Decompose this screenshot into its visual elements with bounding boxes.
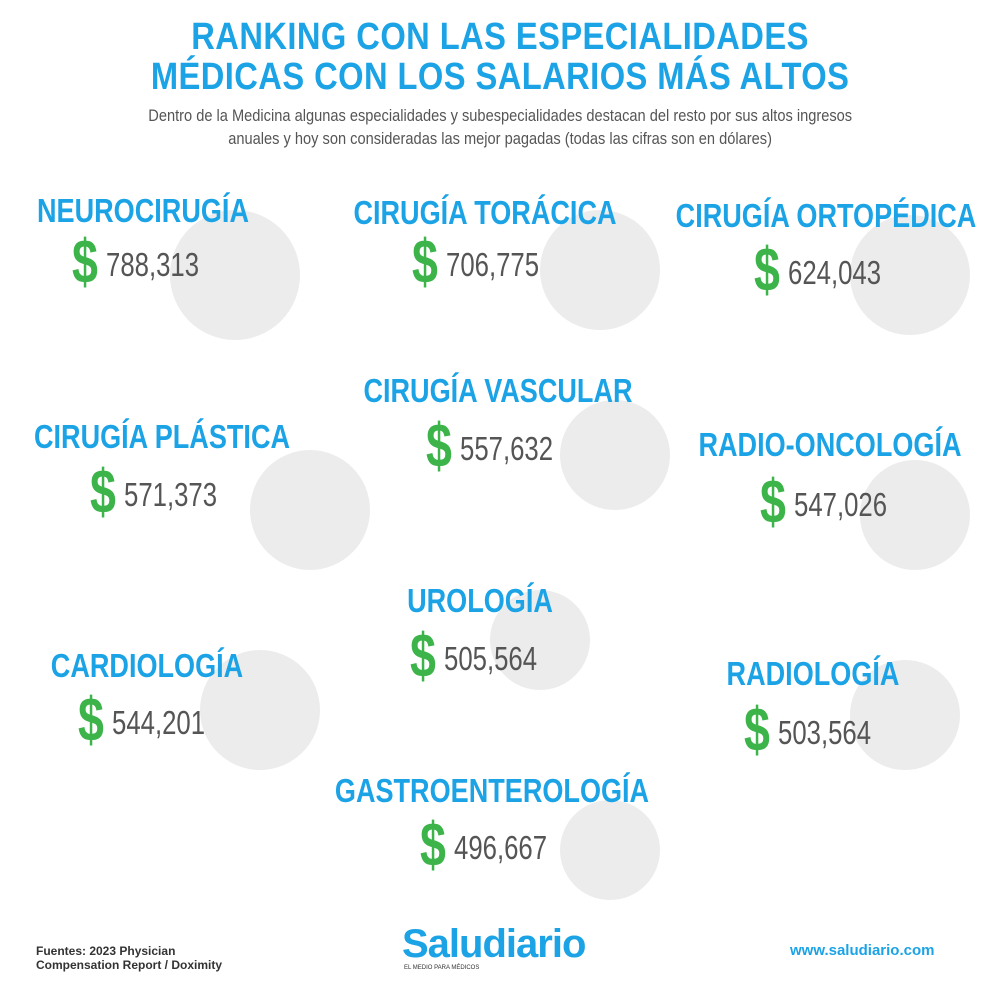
dollar-sign: $ <box>420 811 446 880</box>
specialty-name: GASTROENTEROLOGÍA <box>334 772 650 809</box>
dollar-sign: $ <box>426 412 452 481</box>
dollar-sign: $ <box>760 468 786 537</box>
subtitle-text: Dentro de la Medicina algunas especialid… <box>148 106 852 125</box>
salary: 571,373 <box>124 476 218 513</box>
specialty-name: NEUROCIRUGÍA <box>37 192 249 229</box>
specialty-icon <box>850 215 970 335</box>
sources: Fuentes: 2023 Physician Compensation Rep… <box>36 944 222 972</box>
specialty-name: UROLOGÍA <box>407 582 553 619</box>
title-line: MÉDICAS CON LOS SALARIOS MÁS ALTOS <box>0 56 1000 99</box>
tagline: EL MEDIO PARA MÉDICOS <box>404 965 480 971</box>
specialty-name: CIRUGÍA ORTOPÉDICA <box>675 197 977 234</box>
salary: 557,632 <box>460 430 554 467</box>
dollar-sign: $ <box>72 228 98 297</box>
dollar-sign: $ <box>78 686 104 755</box>
salary: 547,026 <box>794 486 888 523</box>
specialty-name: CIRUGÍA TORÁCICA <box>353 194 617 231</box>
specialty-icon <box>250 450 370 570</box>
salary: 505,564 <box>444 640 538 677</box>
title-text: MÉDICAS CON LOS SALARIOS MÁS ALTOS <box>150 56 850 98</box>
source-line: Fuentes: 2023 Physician <box>36 944 176 958</box>
title-line: RANKING CON LAS ESPECIALIDADES <box>0 16 1000 59</box>
salary: 503,564 <box>778 714 872 751</box>
subtitle-line: anuales y hoy son consideradas las mejor… <box>0 129 1000 149</box>
salary: 788,313 <box>106 246 200 283</box>
specialty-icon <box>850 660 960 770</box>
dollar-sign: $ <box>744 696 770 765</box>
logo: Saludiario <box>402 922 586 966</box>
subtitle-text: anuales y hoy son consideradas las mejor… <box>228 129 772 148</box>
specialty-icon <box>860 460 970 570</box>
source-line: Compensation Report / Doximity <box>36 958 223 972</box>
specialty-icon <box>560 400 670 510</box>
title-text: RANKING CON LAS ESPECIALIDADES <box>191 16 809 58</box>
salary: 496,667 <box>454 829 548 866</box>
dollar-sign: $ <box>412 228 438 297</box>
specialty-icon <box>490 590 590 690</box>
salary: 706,775 <box>446 246 540 283</box>
specialty-name: CIRUGÍA VASCULAR <box>363 372 633 409</box>
website[interactable]: www.saludiario.com <box>790 942 935 959</box>
dollar-sign: $ <box>754 236 780 305</box>
specialty-icon <box>540 210 660 330</box>
salary: 544,201 <box>112 704 206 741</box>
specialty-name: CARDIOLOGÍA <box>50 647 244 684</box>
dollar-sign: $ <box>90 458 116 527</box>
salary: 624,043 <box>788 254 882 291</box>
specialty-icon <box>560 800 660 900</box>
specialty-icon <box>170 210 300 340</box>
dollar-sign: $ <box>410 622 436 691</box>
specialty-name: RADIOLOGÍA <box>726 655 900 692</box>
specialty-name: CIRUGÍA PLÁSTICA <box>33 418 291 455</box>
specialty-icon <box>200 650 320 770</box>
subtitle-line: Dentro de la Medicina algunas especialid… <box>0 106 1000 126</box>
specialty-name: RADIO-ONCOLOGÍA <box>698 426 962 463</box>
